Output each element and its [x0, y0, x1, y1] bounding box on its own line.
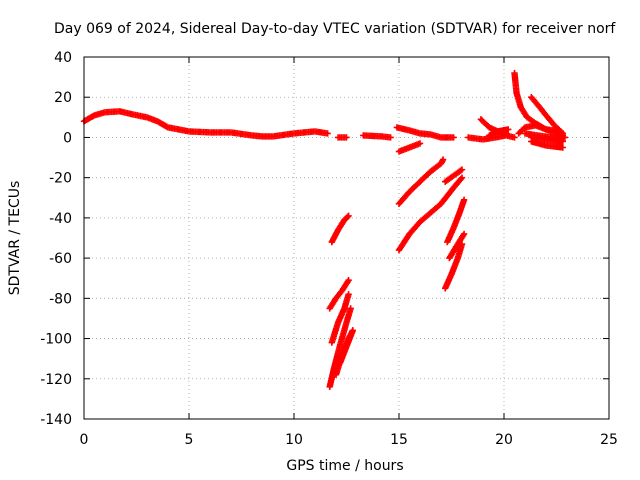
y-tick-label: -60: [49, 251, 72, 267]
x-axis-label: GPS time / hours: [286, 458, 403, 474]
data-point: [458, 240, 466, 248]
data-point: [344, 213, 351, 221]
x-tick-label: 25: [600, 432, 618, 448]
y-tick-label: -100: [40, 332, 72, 348]
data-point: [345, 291, 352, 298]
data-point: [511, 134, 518, 141]
x-tick-label: 0: [80, 432, 89, 448]
data-point: [343, 134, 350, 141]
data-point: [347, 305, 354, 312]
data-point: [458, 174, 466, 181]
data-points: [80, 69, 569, 391]
data-point: [457, 175, 465, 183]
data-point: [324, 130, 331, 137]
data-point: [450, 134, 457, 141]
data-point: [439, 156, 447, 163]
y-tick-label: -120: [40, 372, 72, 388]
data-point: [559, 144, 566, 151]
data-point: [505, 126, 512, 133]
plot-frame: [83, 56, 610, 420]
data-point: [460, 196, 468, 203]
y-tick-label: 20: [54, 90, 72, 106]
y-tick-label: -140: [40, 412, 72, 428]
data-point: [416, 140, 424, 147]
x-tick-label: 15: [390, 432, 408, 448]
y-axis-label: SDTVAR / TECUs: [7, 181, 23, 296]
y-tick-label: 0: [63, 130, 72, 146]
y-tick-label: 40: [54, 50, 72, 66]
y-tick-label: -20: [49, 171, 72, 187]
axis-ticks: 0 5 10 15 20 25 -140 -120 -100 -80 -60 -40 -20 0 20 40: [40, 50, 618, 448]
y-tick-label: -80: [49, 291, 72, 307]
data-point: [460, 230, 468, 238]
x-tick-label: 20: [495, 432, 513, 448]
chart-title: Day 069 of 2024, Sidereal Day-to-day VTE…: [54, 21, 616, 37]
y-tick-label: -40: [49, 211, 72, 227]
data-point: [349, 327, 356, 334]
x-tick-label: 5: [185, 432, 194, 448]
data-point: [345, 212, 352, 220]
grid-lines: [84, 57, 609, 419]
x-tick-label: 10: [285, 432, 303, 448]
data-point: [561, 134, 569, 141]
data-point: [345, 277, 352, 284]
data-point: [387, 134, 394, 141]
data-point: [458, 166, 466, 173]
